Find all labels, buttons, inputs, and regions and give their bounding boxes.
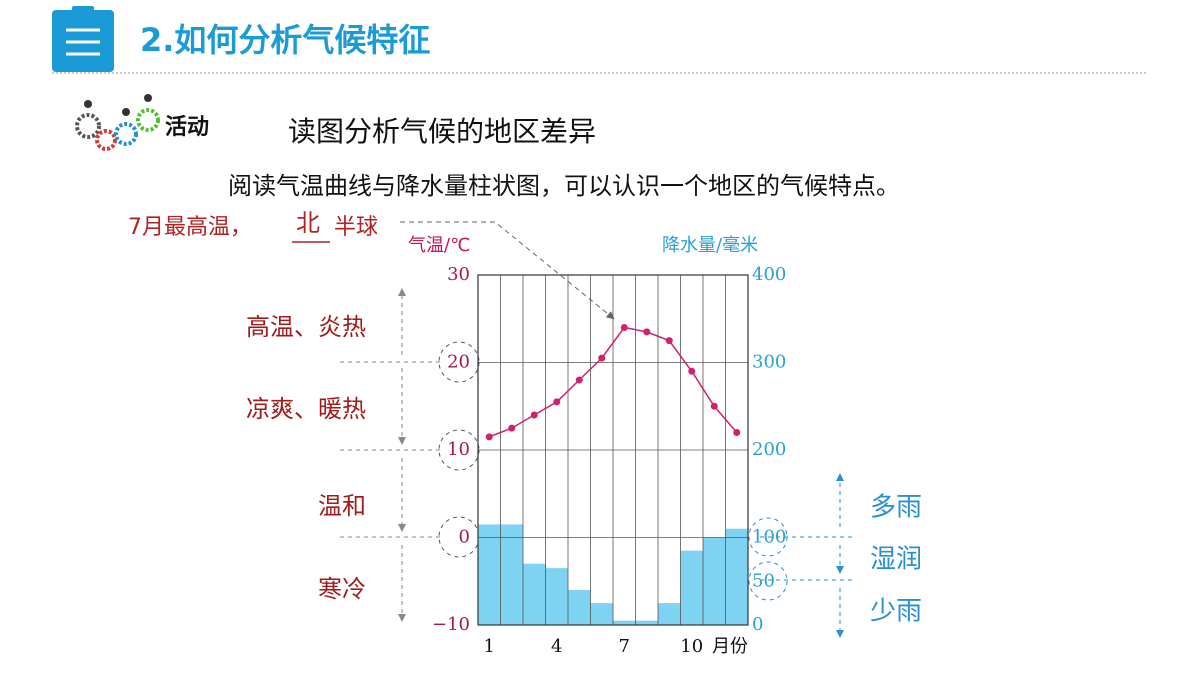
hemisphere-suffix: 半球 — [334, 215, 378, 240]
pointer-arrow — [400, 221, 615, 320]
activity-title: 读图分析气候的地区差异 — [288, 115, 596, 148]
y2-tick-label: 100 — [752, 527, 786, 548]
y-tick-label: 20 — [447, 352, 470, 373]
y-axis-title: 气温/℃ — [408, 235, 470, 256]
temperature-point — [485, 433, 493, 441]
y-tick-label: 0 — [459, 527, 470, 548]
temperature-point — [643, 328, 651, 336]
header-icon — [52, 6, 114, 72]
x-tick-label: 7 — [619, 636, 630, 657]
precipitation-zone: 多雨 — [870, 493, 922, 523]
activity-description: 阅读气温曲线与降水量柱状图，可以认识一个地区的气候特点。 — [228, 172, 900, 200]
x-tick-label: 4 — [551, 636, 562, 657]
y2-tick-label: 0 — [752, 614, 763, 635]
activity-label: 活动 — [165, 115, 209, 140]
temperature-point — [575, 376, 583, 384]
temperature-zone: 寒冷 — [318, 575, 366, 603]
temperature-zone: 凉爽、暖热 — [246, 395, 366, 423]
temperature-point — [665, 337, 673, 345]
precipitation-zone: 少雨 — [870, 597, 922, 627]
header-title: 2.如何分析气候特征 — [140, 21, 430, 59]
precipitation-bar — [478, 524, 501, 625]
x-tick-label: 1 — [484, 636, 495, 657]
precipitation-bar — [590, 603, 613, 625]
precipitation-bar — [545, 568, 568, 625]
precipitation-bar — [523, 563, 546, 625]
precipitation-guides — [748, 473, 855, 638]
temperature-point — [688, 367, 696, 375]
x-tick-label: 10 — [680, 636, 703, 657]
activity-icon — [75, 94, 160, 151]
precipitation-bar — [680, 550, 703, 625]
temperature-point — [530, 411, 538, 419]
precipitation-bar — [613, 620, 636, 625]
precipitation-bar — [500, 524, 523, 625]
temperature-point — [620, 324, 628, 331]
y-tick-label: 30 — [447, 264, 470, 285]
precipitation-zone: 湿润 — [870, 545, 922, 575]
precipitation-bar — [725, 528, 748, 625]
temperature-point — [733, 429, 741, 436]
y2-tick-label: 200 — [752, 439, 786, 460]
y-tick-label: −10 — [432, 614, 470, 635]
temperature-point — [710, 402, 718, 410]
temperature-point — [553, 398, 561, 406]
precipitation-bar — [568, 590, 591, 625]
hemisphere-answer: 北 — [296, 209, 320, 237]
precipitation-bar — [635, 620, 658, 625]
temperature-point — [508, 424, 516, 432]
y2-tick-label: 400 — [752, 264, 786, 285]
precipitation-bar — [658, 603, 681, 625]
y2-tick-label: 50 — [752, 570, 775, 591]
y-tick-label: 10 — [447, 439, 470, 460]
y2-axis-title: 降水量/毫米 — [662, 235, 758, 256]
temperature-point — [598, 354, 606, 362]
temperature-line — [488, 326, 738, 438]
chart: 高温、炎热凉爽、暖热温和寒冷多雨湿润少雨−1001020300501002003… — [246, 235, 922, 657]
x-axis-title: 月份 — [712, 636, 748, 657]
temperature-zone: 高温、炎热 — [246, 313, 366, 341]
precipitation-bar — [703, 537, 726, 625]
plot-frame — [477, 274, 749, 626]
temperature-zone: 温和 — [318, 492, 366, 520]
hemisphere-prefix: 7月最高温， — [128, 215, 252, 240]
y2-tick-label: 300 — [752, 352, 786, 373]
